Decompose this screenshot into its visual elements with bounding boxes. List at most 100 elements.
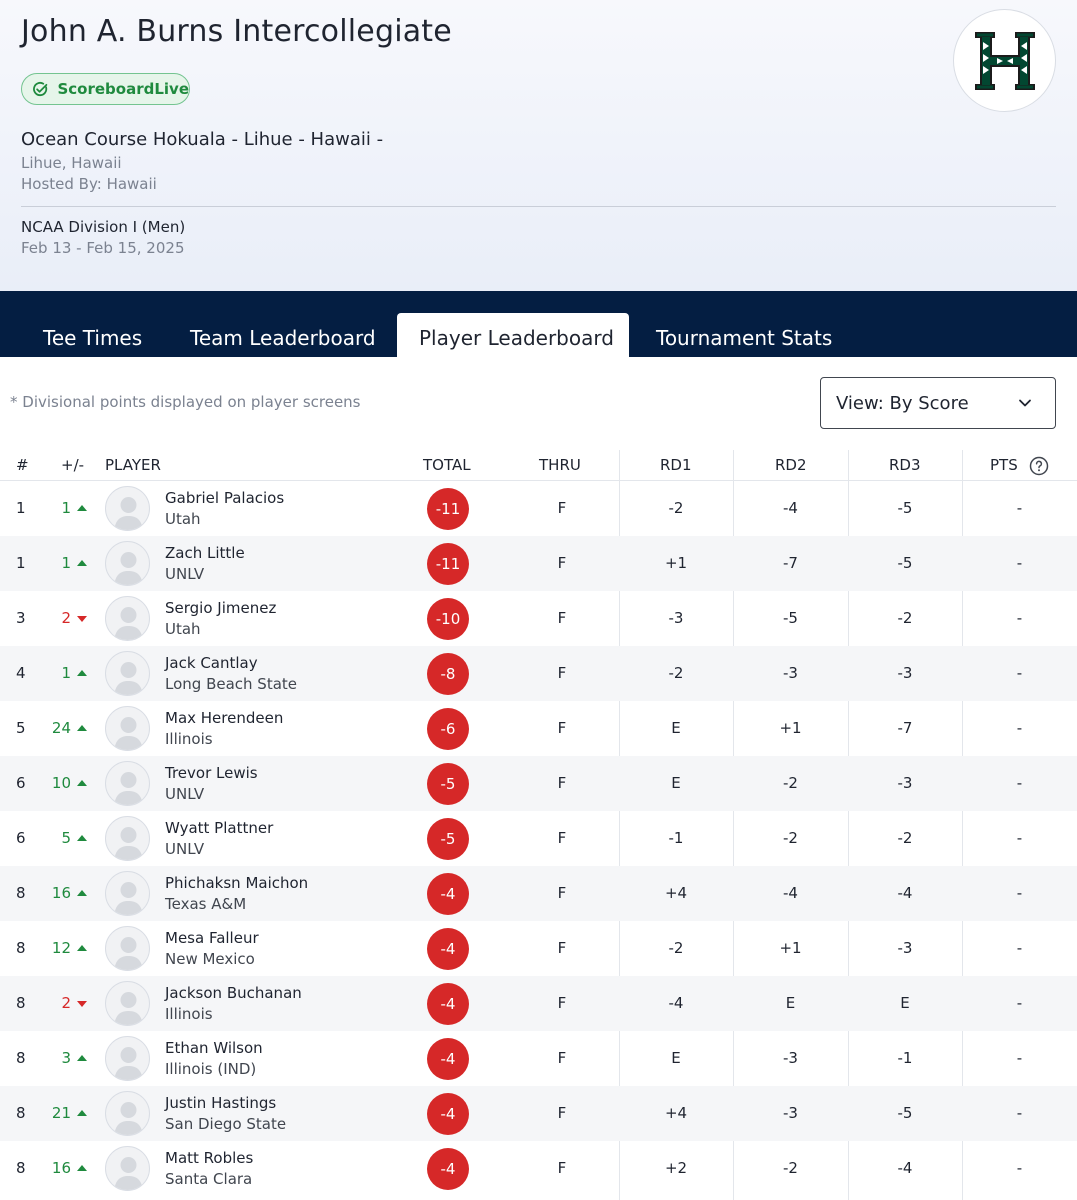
player-name[interactable]: Wyatt Plattner [165,819,274,837]
rd1-cell: -2 [668,499,684,517]
table-row[interactable]: 8 16 Matt Robles Santa Clara -4 F +2 -2 -4 - [0,1141,1077,1196]
total-score-badge: -5 [427,763,469,805]
total-score-badge: -4 [427,1148,469,1190]
thru-cell: F [557,609,567,627]
avatar[interactable] [105,1146,150,1191]
total-score-badge: -4 [427,1038,469,1080]
col-player[interactable]: PLAYER [105,456,161,474]
player-team: Illinois [165,730,213,748]
avatar[interactable] [105,761,150,806]
rank-cell: 8 [16,884,26,902]
table-row[interactable]: 8 16 Phichaksn Maichon Texas A&M -4 F +4 -4 -4 - [0,866,1077,921]
player-name[interactable]: Justin Hastings [165,1094,277,1112]
col-thru[interactable]: THRU [539,456,581,474]
avatar[interactable] [105,706,150,751]
avatar[interactable] [105,1091,150,1136]
table-row[interactable]: 8 21 Justin Hastings San Diego State -4 F +4 -3… [0,1086,1077,1141]
table-row[interactable]: 3 2 Sergio Jimenez Utah -10 F -3 -5 -2 - [0,591,1077,646]
rank-cell: 8 [16,1104,26,1122]
player-name[interactable]: Matt Robles [165,1149,254,1167]
avatar[interactable] [105,541,150,586]
total-score-badge: -4 [427,873,469,915]
col-rd3[interactable]: RD3 [889,456,921,474]
user-silhouette-icon [114,827,143,860]
info-icon[interactable] [1029,456,1049,476]
tab-tee-times[interactable]: Tee Times [43,326,143,350]
user-silhouette-icon [114,717,143,750]
col-rank[interactable]: # [16,456,29,474]
user-silhouette-icon [114,497,143,530]
player-name[interactable]: Zach Little [165,544,245,562]
player-name[interactable]: Ethan Wilson [165,1039,263,1057]
player-name[interactable]: Gabriel Palacios [165,489,285,507]
rd3-cell: E [900,994,910,1012]
table-row[interactable]: 8 2 Jackson Buchanan Illinois -4 F -4 E E - [0,976,1077,1031]
position-change-value: 3 [61,1049,71,1067]
avatar[interactable] [105,926,150,971]
rank-cell: 8 [16,994,26,1012]
avatar[interactable] [105,486,150,531]
avatar[interactable] [105,981,150,1026]
table-row[interactable]: 8 3 Ethan Wilson Illinois (IND) -4 F E -3 -1 - [0,1031,1077,1086]
player-name[interactable]: Phichaksn Maichon [165,874,309,892]
total-score-badge: -6 [427,708,469,750]
rd1-cell: +2 [664,1159,688,1177]
avatar[interactable] [105,871,150,916]
rd1-cell: E [671,719,681,737]
col-rd1[interactable]: RD1 [660,456,692,474]
table-row[interactable]: 1 1 Zach Little UNLV -11 F +1 -7 -5 - [0,536,1077,591]
user-silhouette-icon [114,772,143,805]
check-circle-icon [33,81,48,97]
thru-cell: F [557,829,567,847]
col-move[interactable]: +/- [61,456,85,474]
arrow-up-icon [77,560,87,566]
rd3-cell: -4 [897,1159,913,1177]
column-divider [962,450,963,1200]
tab-team-leaderboard[interactable]: Team Leaderboard [190,326,376,350]
avatar[interactable] [105,596,150,641]
rank-cell: 4 [16,664,26,682]
player-team: San Diego State [165,1115,287,1133]
rd1-cell: E [671,774,681,792]
avatar[interactable] [105,816,150,861]
tab-player-leaderboard[interactable]: Player Leaderboard [397,313,629,357]
thru-cell: F [557,774,567,792]
col-rd2[interactable]: RD2 [775,456,807,474]
player-name[interactable]: Sergio Jimenez [165,599,277,617]
col-total[interactable]: TOTAL [423,456,471,474]
player-team: Utah [165,620,201,638]
table-row[interactable]: 5 24 Max Herendeen Illinois -6 F E +1 -7 - [0,701,1077,756]
avatar[interactable] [105,1036,150,1081]
player-team: UNLV [165,565,205,583]
user-silhouette-icon [114,882,143,915]
table-row[interactable]: 4 1 Jack Cantlay Long Beach State -8 F -2 -3 -3 - [0,646,1077,701]
position-change-value: 24 [51,719,71,737]
total-score-badge: -11 [427,543,469,585]
player-name[interactable]: Jack Cantlay [165,654,258,672]
rd2-cell: -3 [783,664,798,682]
rank-cell: 3 [16,609,26,627]
team-logo[interactable] [953,9,1056,112]
table-row[interactable]: 6 10 Trevor Lewis UNLV -5 F E -2 -3 - [0,756,1077,811]
player-name[interactable]: Max Herendeen [165,709,284,727]
rd3-cell: -5 [897,554,913,572]
rd3-cell: -3 [897,939,913,957]
table-row[interactable]: 6 5 Wyatt Plattner UNLV -5 F -1 -2 -2 - [0,811,1077,866]
arrow-up-icon [77,670,87,676]
view-select[interactable]: View: By Score [820,377,1056,429]
rd3-cell: -2 [897,829,913,847]
player-name[interactable]: Jackson Buchanan [165,984,302,1002]
tab-tournament-stats[interactable]: Tournament Stats [656,326,833,350]
thru-cell: F [557,884,567,902]
col-pts[interactable]: PTS [990,456,1018,474]
player-name[interactable]: Trevor Lewis [165,764,258,782]
avatar[interactable] [105,651,150,696]
rd1-cell: +1 [664,554,688,572]
rd3-cell: -2 [897,609,913,627]
position-change: 2 [42,591,88,646]
table-row[interactable]: 1 1 Gabriel Palacios Utah -11 F -2 -4 -5 - [0,481,1077,536]
player-name[interactable]: Mesa Falleur [165,929,259,947]
pts-cell: - [1016,719,1023,737]
pts-cell: - [1016,1104,1023,1122]
table-row[interactable]: 8 12 Mesa Falleur New Mexico -4 F -2 +1 -3 - [0,921,1077,976]
